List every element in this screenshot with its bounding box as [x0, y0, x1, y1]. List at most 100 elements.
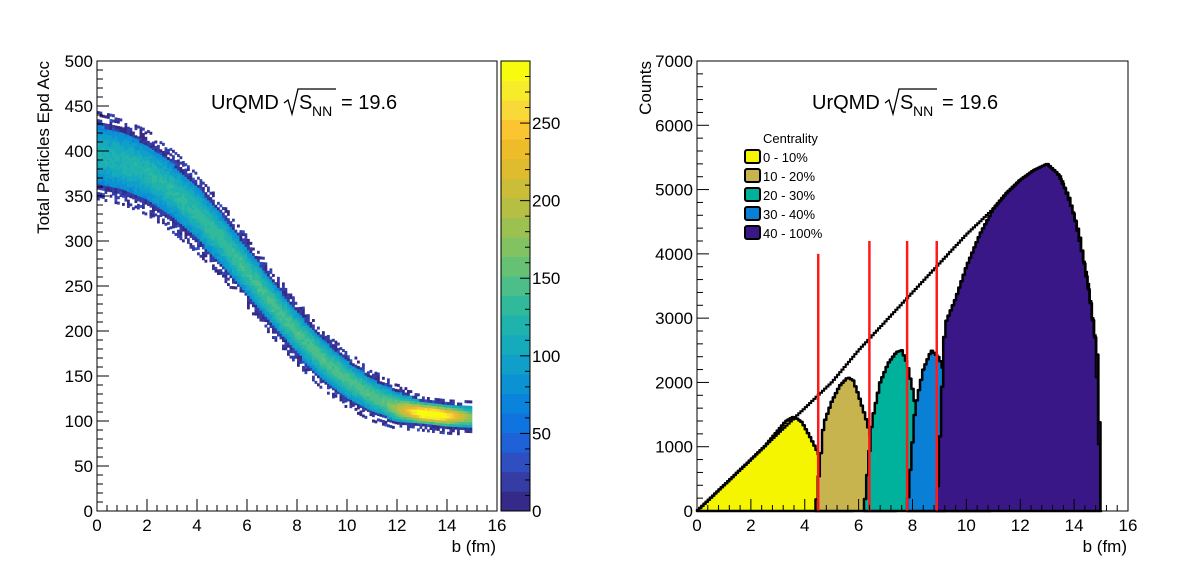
heatmap-cell	[134, 159, 138, 163]
heatmap-cell	[124, 149, 128, 153]
heatmap-cell	[117, 177, 120, 181]
heatmap-cell	[254, 269, 258, 273]
heatmap-cell	[107, 137, 110, 141]
heatmap-cell	[352, 387, 355, 391]
heatmap-cell	[119, 175, 123, 179]
heatmap-cell	[137, 166, 140, 170]
heatmap-cell	[224, 228, 228, 232]
heatmap-cell	[347, 390, 350, 394]
heatmap-cell	[217, 250, 220, 254]
heatmap-cell	[147, 189, 150, 193]
heatmap-cell	[347, 366, 350, 370]
heatmap-cell	[292, 309, 295, 313]
heatmap-cell	[217, 212, 220, 216]
heatmap-cell	[189, 191, 193, 195]
heatmap-cell	[367, 390, 370, 394]
heatmap-cell	[397, 402, 400, 406]
heatmap-cell	[112, 157, 115, 161]
heatmap-cell	[327, 340, 330, 344]
heatmap-cell	[342, 349, 345, 353]
heatmap-cell	[252, 288, 255, 292]
heatmap-cell	[277, 282, 280, 286]
heatmap-cell	[109, 162, 113, 166]
heatmap-cell	[342, 389, 345, 393]
heatmap-cell	[222, 255, 225, 259]
heatmap-cell	[157, 169, 160, 173]
heatmap-cell	[424, 412, 428, 416]
heatmap-cell	[207, 248, 210, 252]
heatmap-cell	[369, 369, 373, 373]
heatmap-cell	[319, 369, 323, 373]
heatmap-cell	[114, 184, 118, 188]
heatmap-cell	[324, 373, 328, 377]
heatmap-cell	[132, 131, 135, 135]
heatmap-cell	[104, 163, 108, 167]
heatmap-cell	[229, 223, 233, 227]
heatmap-cell	[227, 253, 230, 257]
heatmap-cell	[264, 281, 268, 285]
heatmap-cell	[249, 266, 253, 270]
heatmap-cell	[104, 161, 108, 165]
heatmap-cell	[432, 416, 435, 420]
heatmap-cell	[367, 409, 370, 413]
heatmap-cell	[324, 338, 328, 342]
heatmap-cell	[262, 275, 265, 279]
heatmap-cell	[234, 262, 238, 266]
heatmap-cell	[114, 168, 118, 172]
heatmap-cell	[259, 313, 263, 317]
heatmap-cell	[209, 199, 213, 203]
heatmap-cell	[104, 136, 108, 140]
heatmap-cell	[262, 310, 265, 314]
heatmap-cell	[199, 233, 203, 237]
legend-swatch	[744, 225, 761, 240]
heatmap-cell	[379, 405, 383, 409]
heatmap-cell	[309, 343, 313, 347]
heatmap-cell	[294, 328, 298, 332]
heatmap-cell	[252, 301, 255, 305]
heatmap-cell	[182, 177, 185, 181]
heatmap-cell	[414, 401, 418, 405]
heatmap-cell	[329, 385, 333, 389]
heatmap-cell	[107, 156, 110, 160]
heatmap-cell	[287, 352, 290, 356]
heatmap-cell	[467, 421, 470, 425]
heatmap-cell	[142, 141, 145, 145]
heatmap-cell	[254, 274, 258, 278]
heatmap-cell	[122, 138, 125, 142]
heatmap-cell	[114, 187, 118, 191]
heatmap-cell	[107, 180, 110, 184]
heatmap-cell	[119, 118, 123, 122]
heatmap-cell	[157, 206, 160, 210]
heatmap-cell	[179, 212, 183, 216]
heatmap-cell	[217, 201, 220, 205]
heatmap-cell	[114, 157, 118, 161]
heatmap-cell	[364, 383, 368, 387]
heatmap-cell	[154, 197, 158, 201]
heatmap-cell	[187, 230, 190, 234]
heatmap-cell	[332, 395, 335, 399]
heatmap-cell	[142, 151, 145, 155]
heatmap-cell	[454, 421, 458, 425]
heatmap-cell	[342, 394, 345, 398]
heatmap-cell	[122, 178, 125, 182]
heatmap-cell	[124, 185, 128, 189]
heatmap-cell	[147, 143, 150, 147]
heatmap-cell	[194, 198, 198, 202]
colorbar-swatch	[501, 61, 530, 81]
colorbar-swatch	[501, 413, 530, 434]
heatmap-cell	[102, 136, 105, 140]
heatmap-cell	[289, 317, 293, 321]
heatmap-cell	[197, 228, 200, 232]
heatmap-cell	[149, 188, 153, 192]
heatmap-cell	[374, 382, 378, 386]
heatmap-cell	[142, 162, 145, 166]
heatmap-cell	[102, 122, 105, 126]
heatmap-cell	[149, 164, 153, 168]
heatmap-cell	[267, 311, 270, 315]
heatmap-cell	[374, 379, 378, 383]
heatmap-cell	[164, 209, 168, 213]
heatmap-cell	[227, 229, 230, 233]
heatmap-cell	[337, 342, 340, 346]
heatmap-cell	[137, 184, 140, 188]
heatmap-cell	[214, 245, 218, 249]
